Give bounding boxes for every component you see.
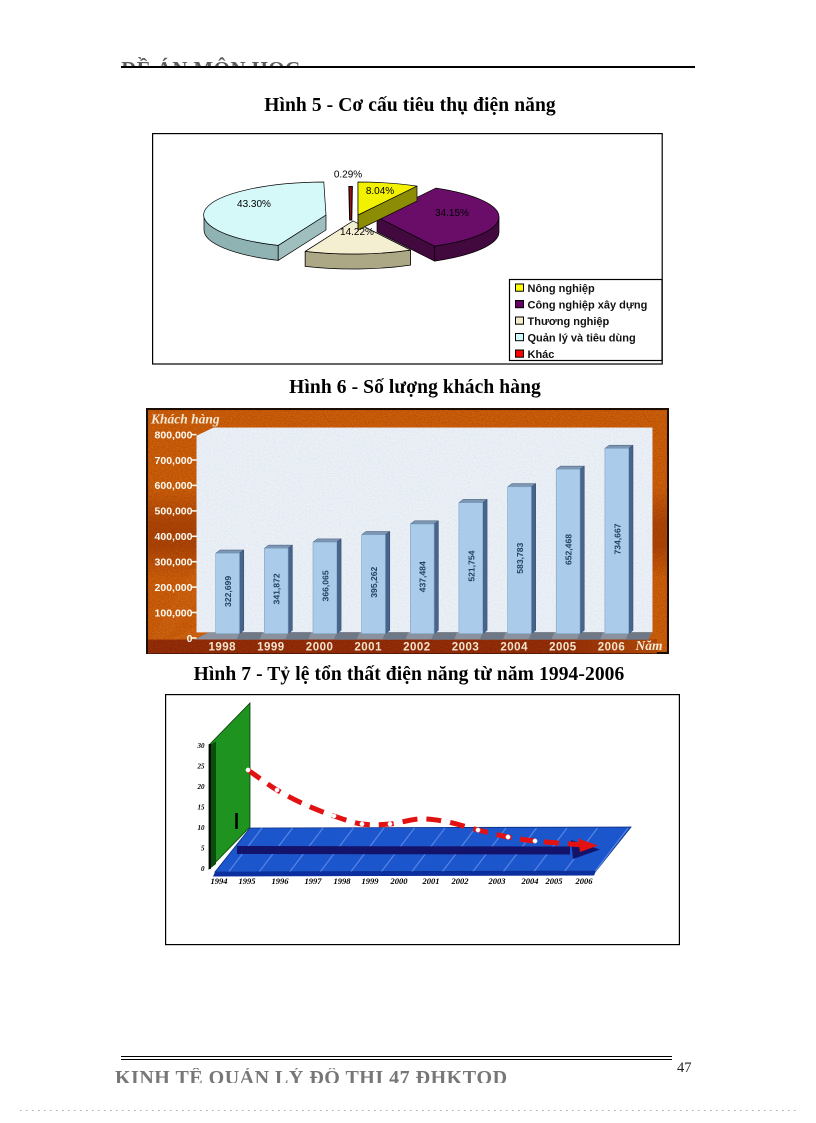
svg-text:2002: 2002 <box>403 642 431 654</box>
svg-text:395,262: 395,262 <box>369 566 379 597</box>
svg-text:2004: 2004 <box>521 876 539 886</box>
svg-text:2006: 2006 <box>598 642 626 654</box>
svg-text:Nông nghiệp: Nông nghiệp <box>528 283 595 295</box>
svg-text:Công nghiệp xây dựng: Công nghiệp xây dựng <box>528 300 648 312</box>
svg-text:400,000: 400,000 <box>155 531 193 543</box>
svg-text:2001: 2001 <box>422 876 440 886</box>
svg-text:300,000: 300,000 <box>155 557 193 569</box>
svg-text:2006: 2006 <box>575 876 594 886</box>
svg-text:652,468: 652,468 <box>564 534 574 565</box>
svg-text:2004: 2004 <box>500 642 528 654</box>
svg-text:1996: 1996 <box>272 876 290 886</box>
svg-text:2005: 2005 <box>549 642 577 654</box>
svg-text:2002: 2002 <box>451 876 470 886</box>
svg-text:734,667: 734,667 <box>612 523 622 554</box>
svg-text:14.22%: 14.22% <box>340 227 374 238</box>
svg-text:1998: 1998 <box>209 642 237 654</box>
svg-text:Khách hàng: Khách hàng <box>150 412 220 427</box>
svg-text:322,699: 322,699 <box>223 576 233 607</box>
svg-text:5: 5 <box>201 844 205 852</box>
svg-text:43.30%: 43.30% <box>237 199 271 210</box>
svg-text:1998: 1998 <box>334 876 352 886</box>
svg-text:Thương nghiệp: Thương nghiệp <box>528 316 610 328</box>
svg-text:8.04%: 8.04% <box>366 186 394 197</box>
svg-text:Quản lý và tiêu dùng: Quản lý và tiêu dùng <box>528 333 636 345</box>
svg-text:1995: 1995 <box>239 876 257 886</box>
svg-text:10: 10 <box>198 824 206 832</box>
svg-text:521,754: 521,754 <box>466 550 476 581</box>
svg-text:583,783: 583,783 <box>515 542 525 573</box>
svg-text:600,000: 600,000 <box>155 480 193 492</box>
svg-text:2003: 2003 <box>452 642 480 654</box>
svg-text:366,065: 366,065 <box>320 570 330 601</box>
svg-text:20: 20 <box>197 783 206 791</box>
svg-text:2000: 2000 <box>390 876 409 886</box>
svg-text:0: 0 <box>201 865 205 873</box>
svg-text:2001: 2001 <box>354 642 382 654</box>
svg-text:25: 25 <box>197 762 206 770</box>
svg-text:2003: 2003 <box>488 876 507 886</box>
svg-text:1997: 1997 <box>305 876 323 886</box>
svg-text:1994: 1994 <box>211 876 228 886</box>
svg-text:100,000: 100,000 <box>155 607 193 619</box>
svg-text:2000: 2000 <box>306 642 334 654</box>
svg-text:0.29%: 0.29% <box>334 170 362 181</box>
svg-text:Năm: Năm <box>635 638 663 653</box>
svg-text:Khác: Khác <box>528 349 555 361</box>
svg-text:2005: 2005 <box>545 876 564 886</box>
svg-text:0: 0 <box>187 633 193 645</box>
svg-text:800,000: 800,000 <box>155 429 193 441</box>
svg-text:15: 15 <box>198 803 206 811</box>
svg-text:200,000: 200,000 <box>155 582 193 594</box>
svg-text:1999: 1999 <box>257 642 285 654</box>
svg-text:437,484: 437,484 <box>418 561 428 592</box>
svg-text:500,000: 500,000 <box>155 506 193 518</box>
svg-text:700,000: 700,000 <box>155 455 193 467</box>
svg-text:34.15%: 34.15% <box>435 208 469 219</box>
svg-text:1999: 1999 <box>362 876 380 886</box>
svg-text:30: 30 <box>197 742 206 750</box>
svg-text:341,872: 341,872 <box>272 573 282 604</box>
